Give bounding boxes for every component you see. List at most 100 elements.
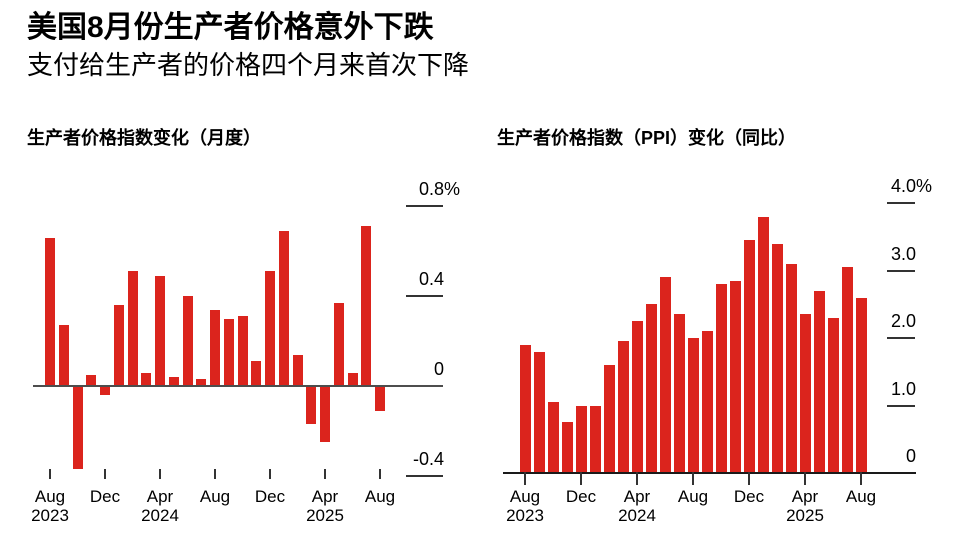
bar-jul-2025 <box>361 226 372 386</box>
x-axis-tick <box>748 472 750 485</box>
bar-apr-2024 <box>631 321 643 473</box>
x-axis-tick <box>379 469 381 479</box>
y-axis-tick <box>406 475 443 477</box>
bar-sep-2024 <box>701 331 713 473</box>
bar-mar-2025 <box>785 263 797 473</box>
bar-jan-2024 <box>113 305 124 386</box>
bar-jul-2024 <box>196 379 207 386</box>
x-axis-tick <box>159 469 161 479</box>
y-axis-unit: % <box>444 179 461 199</box>
y-tick-label: 0.4 <box>418 269 444 289</box>
bar-dec-2023 <box>100 386 110 395</box>
y-tick-label: -0.4 <box>412 449 444 469</box>
bar-aug-2025 <box>375 386 385 411</box>
zero-baseline <box>503 472 916 474</box>
x-axis-tick <box>580 472 582 485</box>
x-tick-label: Aug 2023 <box>31 487 69 525</box>
x-tick-label: Aug <box>364 487 396 506</box>
x-tick-label: Dec <box>89 487 121 506</box>
bar-oct-2023 <box>547 402 559 473</box>
bar-oct-2023 <box>72 386 83 470</box>
bar-apr-2024 <box>155 275 165 386</box>
x-tick-label: Aug <box>845 487 877 506</box>
zero-baseline <box>33 385 443 387</box>
bar-apr-2025 <box>320 386 330 443</box>
y-tick-label: 0.8% <box>418 179 461 199</box>
bar-jun-2024 <box>659 277 671 473</box>
x-axis-tick <box>804 472 806 485</box>
x-axis-tick <box>269 469 271 479</box>
bar-jun-2025 <box>347 372 358 386</box>
bar-nov-2024 <box>251 361 262 386</box>
x-axis-tick <box>636 472 638 485</box>
bar-jul-2024 <box>673 314 685 473</box>
bar-jun-2024 <box>182 296 193 386</box>
bar-may-2025 <box>333 302 344 386</box>
bar-aug-2024 <box>687 338 699 473</box>
y-tick-label: 1.0 <box>890 378 916 399</box>
bar-dec-2024 <box>743 240 755 473</box>
page-subtitle: 支付给生产者的价格四个月来首次下降 <box>27 50 470 80</box>
bar-jan-2025 <box>278 230 289 386</box>
x-axis-tick <box>692 472 694 485</box>
yoy-chart-title: 生产者价格指数（PPI）变化（同比） <box>497 128 797 148</box>
x-tick-label: Apr 2025 <box>786 487 824 525</box>
bar-jan-2024 <box>589 405 601 473</box>
x-axis-tick <box>49 469 51 479</box>
bar-aug-2023 <box>519 344 531 473</box>
y-axis-tick <box>406 295 443 297</box>
y-axis-tick <box>887 202 915 204</box>
bar-nov-2023 <box>561 422 573 473</box>
x-axis-tick <box>104 469 106 479</box>
x-tick-label: Dec <box>565 487 597 506</box>
y-axis-tick <box>887 337 915 339</box>
bar-nov-2023 <box>86 374 97 386</box>
bar-jan-2025 <box>757 216 769 473</box>
y-axis-tick <box>887 404 915 407</box>
bar-feb-2025 <box>771 243 783 473</box>
x-tick-label: Dec <box>733 487 765 506</box>
page-title: 美国8月份生产者价格意外下跌 <box>27 11 434 44</box>
x-tick-label: Dec <box>254 487 286 506</box>
y-tick-label: 3.0 <box>890 243 916 264</box>
x-axis-tick <box>214 469 216 479</box>
bar-mar-2024 <box>141 372 152 386</box>
x-tick-label: Aug 2023 <box>506 487 544 525</box>
bar-sep-2023 <box>533 351 545 473</box>
bar-jul-2025 <box>841 267 853 473</box>
monthly-chart-title: 生产者价格指数变化（月度） <box>27 128 261 148</box>
bar-mar-2025 <box>306 386 317 425</box>
x-axis-tick <box>324 469 326 479</box>
bar-feb-2024 <box>603 365 615 473</box>
x-tick-label: Apr 2024 <box>141 487 179 525</box>
bar-feb-2025 <box>292 354 303 386</box>
x-tick-label: Apr 2024 <box>618 487 656 525</box>
bar-nov-2024 <box>729 280 741 473</box>
bar-dec-2024 <box>265 271 275 386</box>
bar-sep-2023 <box>58 325 69 386</box>
x-tick-label: Aug <box>199 487 231 506</box>
y-axis-unit: % <box>916 176 933 196</box>
bar-jun-2025 <box>827 317 839 473</box>
bar-may-2024 <box>168 377 179 386</box>
x-tick-label: Aug <box>677 487 709 506</box>
y-axis-tick <box>887 269 915 272</box>
bar-feb-2024 <box>127 271 138 386</box>
bar-mar-2024 <box>617 341 629 473</box>
bar-aug-2024 <box>210 309 220 386</box>
y-axis-tick <box>406 205 443 207</box>
bar-dec-2023 <box>575 405 587 473</box>
bar-apr-2025 <box>799 314 811 473</box>
bar-oct-2024 <box>237 316 248 386</box>
y-tick-label: 0 <box>433 359 444 379</box>
bar-may-2024 <box>645 304 657 473</box>
x-axis-tick <box>524 472 526 485</box>
x-axis-tick <box>860 472 862 485</box>
y-tick-label: 0 <box>905 446 916 466</box>
bar-aug-2025 <box>855 297 867 473</box>
bar-oct-2024 <box>715 284 727 473</box>
bar-aug-2023 <box>45 237 55 386</box>
